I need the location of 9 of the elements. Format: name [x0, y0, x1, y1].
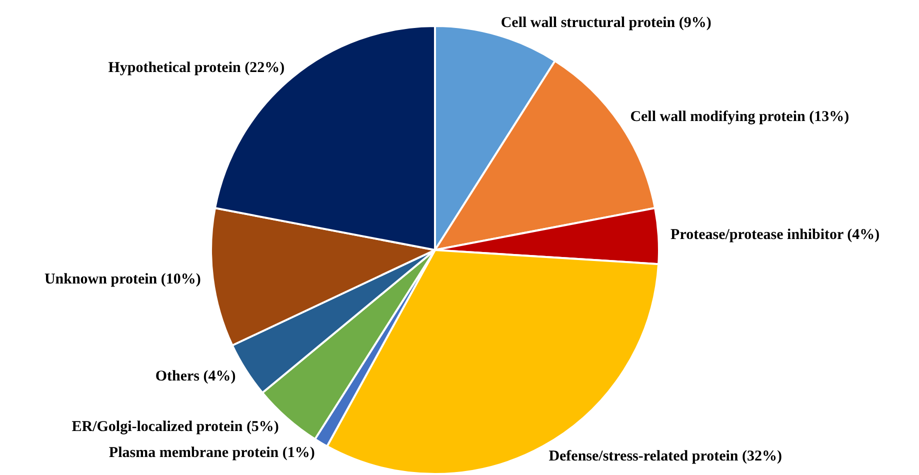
slice-label: Hypothetical protein (22%)	[108, 60, 285, 76]
slice-label: Plasma membrane protein (1%)	[108, 445, 315, 462]
slice-label: Cell wall modifying protein (13%)	[630, 109, 850, 126]
slice-label: Defense/stress-related protein (32%)	[548, 448, 782, 465]
slice-label: Unknown protein (10%)	[44, 271, 201, 288]
slice-label: ER/Golgi-localized protein (5%)	[72, 418, 279, 435]
slice-label: Others (4%)	[155, 368, 236, 384]
slice-label: Cell wall structural protein (9%)	[500, 15, 712, 32]
slice-label: Protease/protease inhibitor (4%)	[670, 227, 880, 244]
